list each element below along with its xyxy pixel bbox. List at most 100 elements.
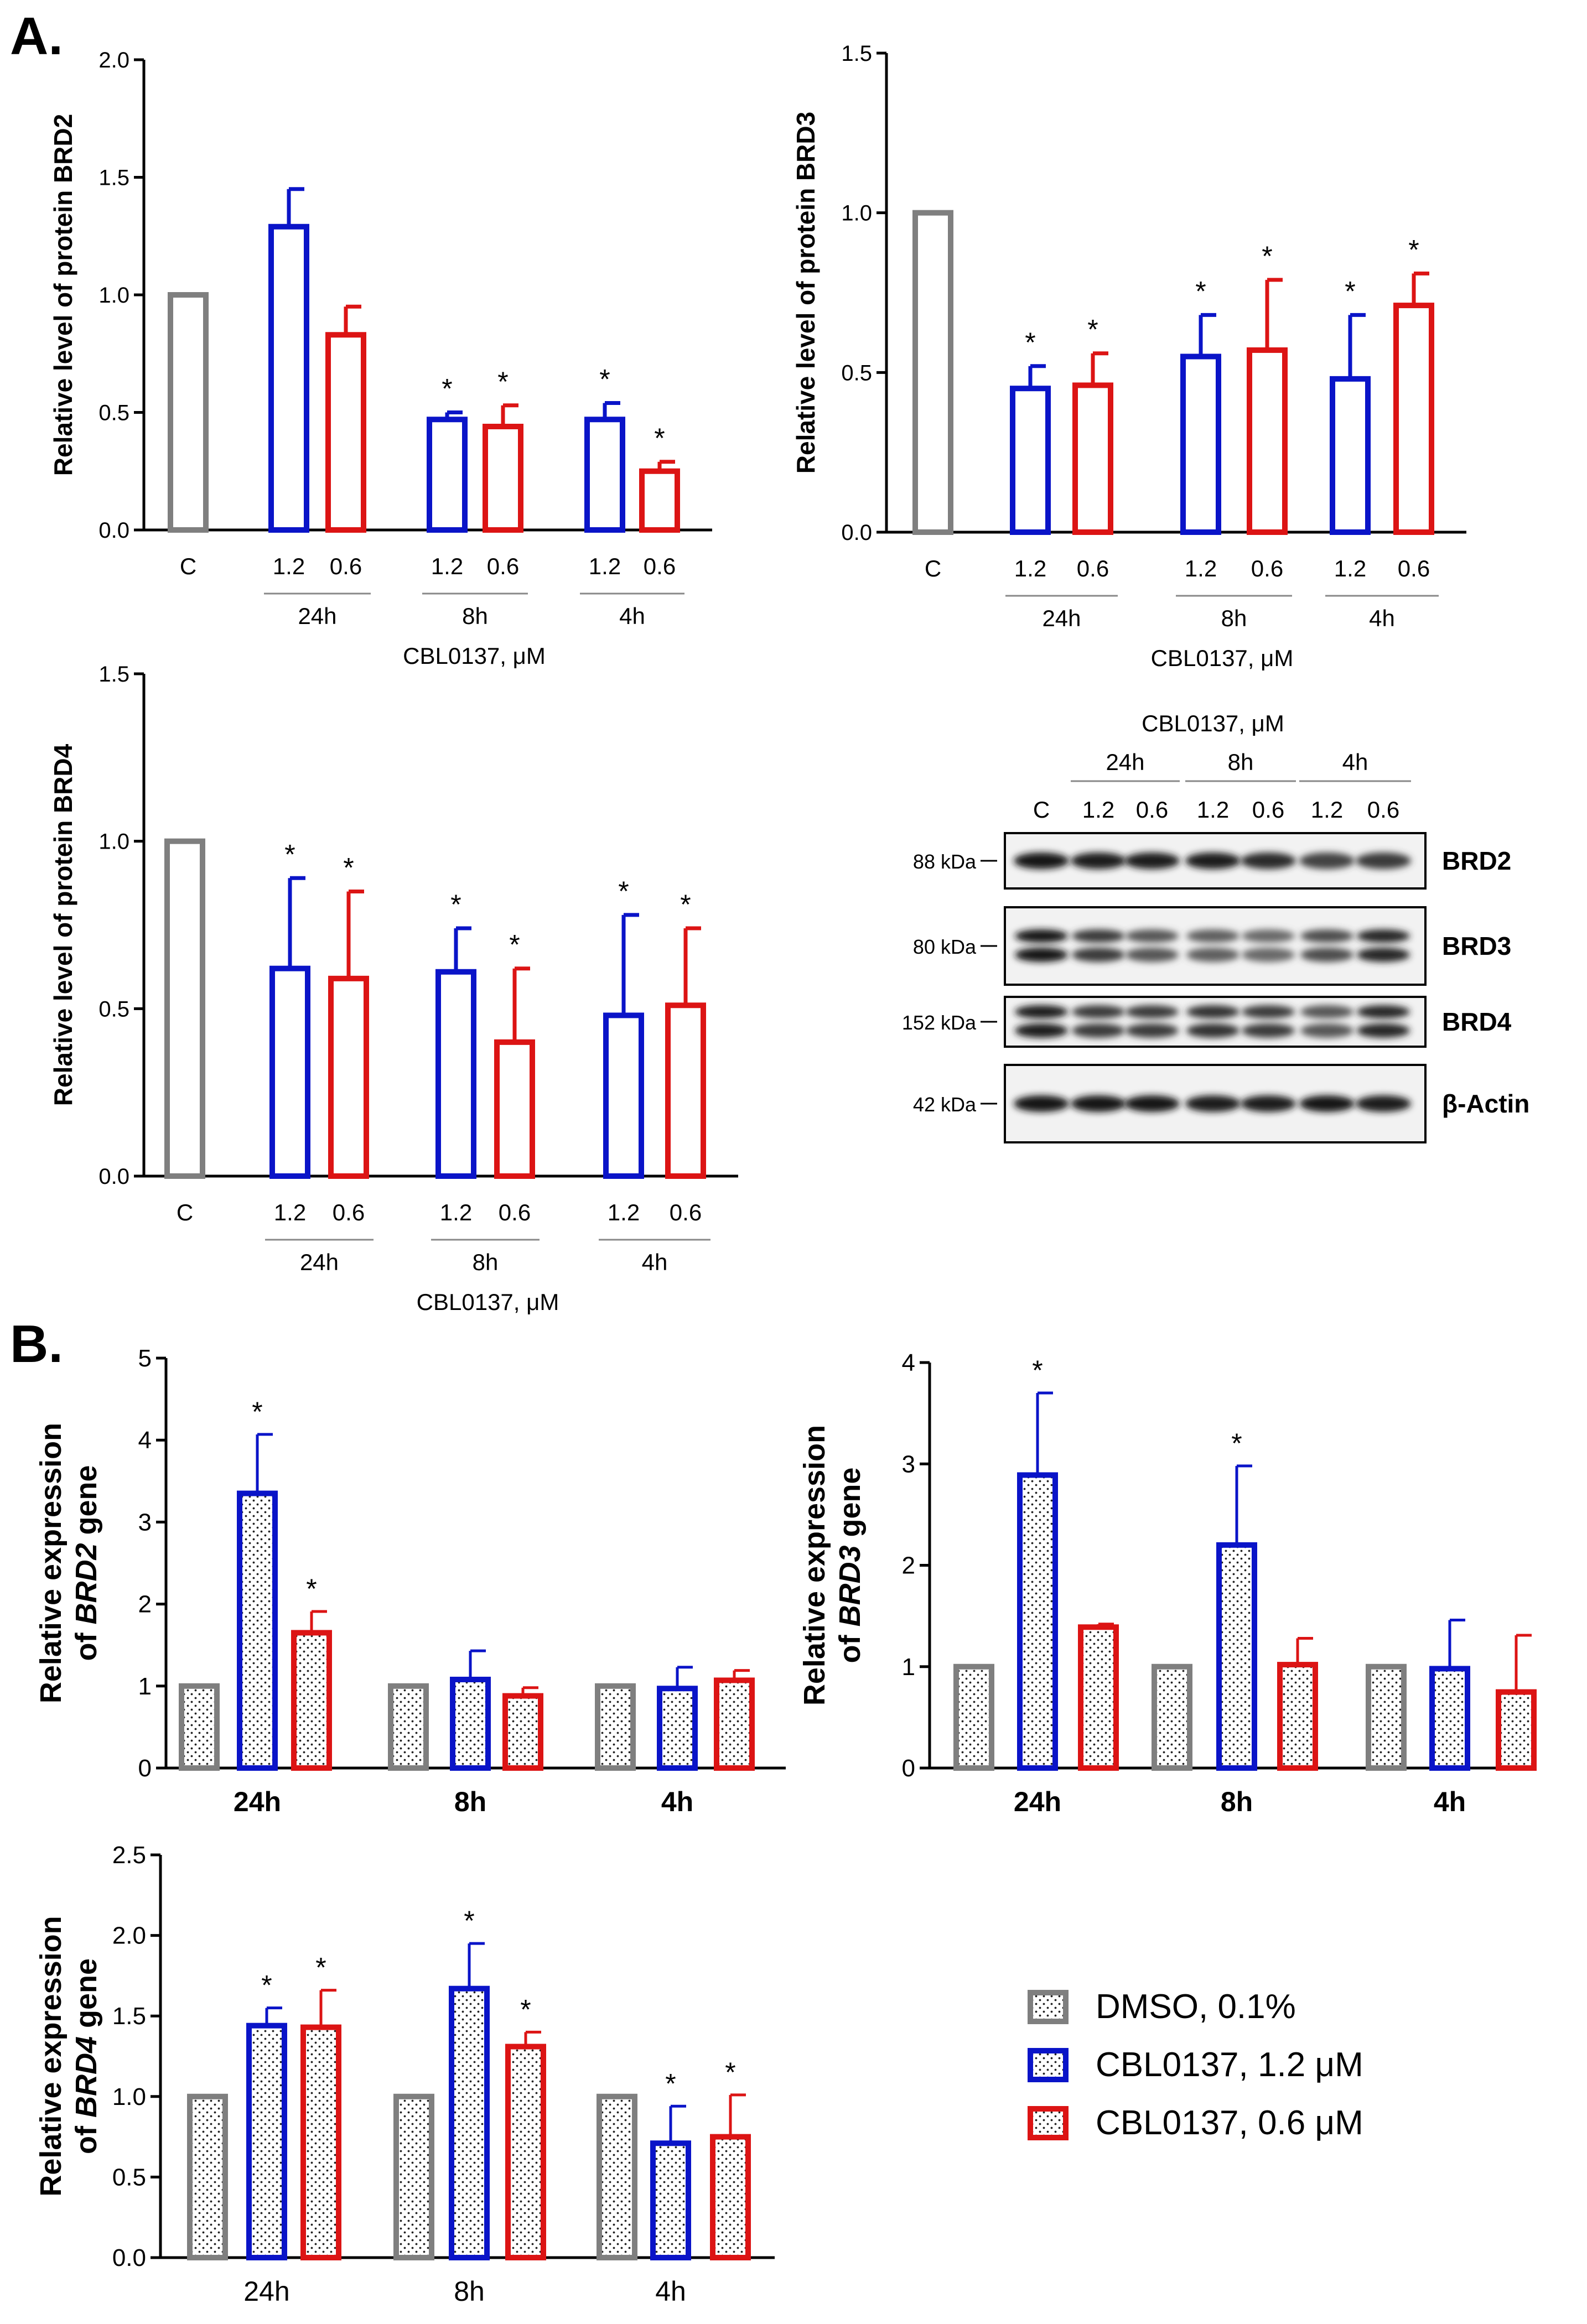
y-axis-label: Relative level of protein BRD3 [791, 112, 820, 474]
x-tick-label: 0.6 [1398, 555, 1430, 581]
bar-8h-1.2 [435, 969, 476, 1179]
x-tick-label: 0.6 [644, 553, 676, 579]
x-tick-label: 0.6 [487, 553, 519, 579]
bar-8h-series-2 [502, 1693, 543, 1771]
x-tick-label-4h: 4h [1434, 1786, 1466, 1817]
y-axis-label-line1: Relative expression [34, 1916, 68, 2196]
y-tick-label: 3 [138, 1509, 152, 1536]
bar-24h-1.2 [269, 965, 310, 1179]
blot-band [1124, 852, 1180, 869]
bar-24h-series-2 [300, 2024, 341, 2260]
blot-band [1356, 1095, 1411, 1112]
x-tick-label: 0.6 [330, 553, 362, 579]
significance-star: * [306, 1573, 317, 1604]
blot-group-label: 24h [1106, 749, 1144, 775]
blot-protein-label: BRD4 [1442, 1007, 1512, 1036]
y-tick-label: 0.0 [112, 2244, 146, 2271]
x-tick-label-control: C [925, 555, 941, 581]
y-tick-label: 2 [138, 1591, 152, 1618]
x-tick-label-8h: 8h [454, 1786, 486, 1817]
blot-band [1072, 948, 1125, 962]
y-tick-label: 1.0 [98, 830, 129, 854]
bar-24h-series-2 [291, 1630, 332, 1771]
blot-band [1357, 1023, 1410, 1038]
panel-label-b: B. [10, 1314, 63, 1374]
brd4-protein-chart: 0.0 0.5 1.0 1.5 Relative level of protein BR… [49, 662, 738, 1315]
blot-header: CBL0137, μM [1142, 710, 1284, 736]
bar-24h-series-1 [1017, 1472, 1058, 1771]
bar-4h-0.6 [639, 468, 680, 533]
y-tick-label: 5 [138, 1345, 152, 1372]
brd2-protein-chart: 0.0 0.5 1.0 1.5 2.0 Relative level of protein… [49, 48, 712, 669]
control-bar [168, 292, 209, 533]
significance-star: * [442, 373, 452, 404]
blot-lane-label: C [1033, 797, 1050, 823]
blot-lane-label: 1.2 [1082, 797, 1114, 823]
blot-band [1242, 948, 1295, 962]
bar-4h-0.6 [665, 1002, 706, 1179]
blot-group-label: 4h [1342, 749, 1368, 775]
blot-lane-label: 1.2 [1311, 797, 1343, 823]
bar-24h-series-2 [1078, 1624, 1119, 1771]
y-tick-label: 1.5 [841, 41, 872, 66]
significance-star: * [725, 2057, 735, 2088]
blot-band [1357, 929, 1410, 943]
bar-24h-series-0 [953, 1663, 994, 1771]
x-tick-label: 1.2 [274, 1199, 306, 1225]
significance-star: * [680, 889, 691, 920]
y-axis-label-line2: of BRD4 gene [70, 1958, 103, 2154]
y-axis-label-part: gene [833, 1467, 867, 1545]
panel-label-a: A. [10, 7, 63, 66]
brd4-gene-chart: 0.0 0.5 1.0 1.5 2.0 2.5 Relative expression of … [34, 1842, 775, 2307]
bar-24h-series-0 [179, 1683, 220, 1771]
bar-8h-1.2 [1180, 353, 1221, 535]
blot-lane-label: 0.6 [1136, 797, 1168, 823]
blot-group-label: 8h [1228, 749, 1254, 775]
bar-8h-series-1 [1216, 1542, 1257, 1771]
blot-band [1300, 1005, 1353, 1018]
y-tick-label: 2 [902, 1552, 915, 1579]
brd2-gene-chart: 0 1 2 3 4 5 Relative expression of BRD2 gene * * 2… [34, 1345, 786, 1817]
y-tick-label: 3 [902, 1450, 915, 1478]
significance-star: * [343, 852, 354, 883]
blot-band [1242, 929, 1295, 943]
y-tick-label: 1.0 [112, 2083, 146, 2110]
significance-star: * [1262, 241, 1272, 272]
western-blot-panel: CBL0137, μM 24h 8h 4h C 1.2 0.6 1.2 0.6 1.2 0.6 88 … [902, 710, 1529, 1143]
significance-star: * [1087, 314, 1098, 345]
blot-band [1300, 1023, 1353, 1038]
legend-swatch-2 [1028, 2106, 1069, 2140]
significance-star: * [665, 2068, 676, 2099]
bar-4h-series-0 [595, 1683, 636, 1771]
legend-label-2: CBL0137, 0.6 μM [1096, 2104, 1363, 2142]
blot-band [1241, 1095, 1296, 1112]
significance-star: * [464, 1905, 474, 1936]
significance-star: * [315, 1952, 326, 1983]
y-tick-label: 1.5 [98, 662, 129, 687]
x-tick-label-4h: 4h [661, 1786, 693, 1817]
significance-star: * [1408, 234, 1419, 265]
blot-band [1015, 929, 1068, 943]
blot-band [1124, 1095, 1180, 1112]
y-tick-label: 1.5 [98, 166, 129, 190]
x-tick-label: 0.6 [499, 1199, 531, 1225]
y-tick-label: 0.5 [98, 401, 129, 425]
significance-star: * [284, 839, 295, 870]
y-tick-label: 1.0 [98, 283, 129, 308]
y-tick-label: 4 [138, 1427, 152, 1454]
group-label-4h: 4h [642, 1249, 668, 1275]
brd3-protein-chart: 0.0 0.5 1.0 1.5 Relative level of protein BR… [791, 41, 1466, 671]
legend-swatch-0 [1028, 1990, 1069, 2024]
legend: DMSO, 0.1% CBL0137, 1.2 μM CBL0137, 0.6 μM [1028, 1988, 1363, 2142]
x-tick-label-4h: 4h [655, 2276, 686, 2307]
significance-star: * [654, 423, 665, 454]
bar-8h-series-1 [450, 1676, 491, 1771]
x-tick-label: 0.6 [670, 1199, 702, 1225]
blot-band [1299, 852, 1355, 869]
group-label-24h: 24h [300, 1249, 339, 1275]
bar-8h-series-0 [388, 1683, 429, 1771]
blot-band [1126, 1005, 1179, 1018]
bar-8h-series-1 [449, 1985, 490, 2261]
legend-label-0: DMSO, 0.1% [1096, 1988, 1296, 2026]
y-tick-label: 0.0 [98, 1164, 129, 1189]
